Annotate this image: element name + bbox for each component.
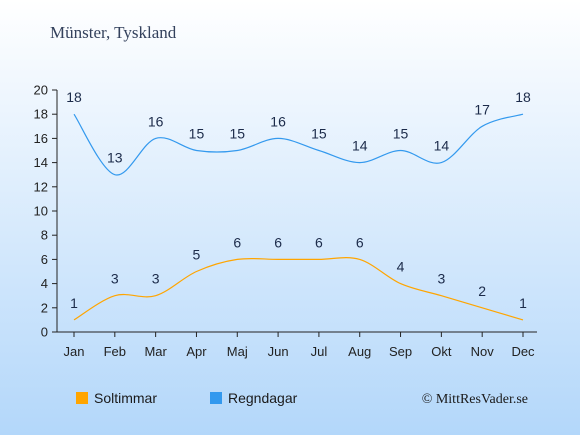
data-label-soltimmar: 1 [519,295,527,311]
chart-title: Münster, Tyskland [50,23,177,42]
x-tick-label: Mar [144,344,167,359]
data-label-regndagar: 15 [189,126,205,142]
y-tick-label: 12 [34,179,48,194]
series-line-soltimmar [73,257,524,321]
data-label-soltimmar: 5 [193,247,201,263]
y-tick-label: 0 [41,325,48,340]
data-label-soltimmar: 6 [356,234,364,250]
x-tick-label: Nov [471,344,495,359]
y-tick-label: 18 [34,107,48,122]
y-tick-label: 20 [34,83,48,98]
data-label-soltimmar: 6 [274,234,282,250]
series-line-regndagar [73,113,524,176]
data-label-soltimmar: 3 [437,271,445,287]
legend-swatch-regndagar [210,392,222,404]
y-tick-label: 4 [41,276,48,291]
data-label-regndagar: 13 [107,150,123,166]
data-label-regndagar: 18 [66,89,82,105]
data-label-soltimmar: 1 [70,295,78,311]
data-label-regndagar: 15 [311,126,327,142]
y-tick-label: 6 [41,252,48,267]
x-tick-label: Jun [268,344,289,359]
data-label-regndagar: 14 [352,138,368,154]
x-tick-label: Maj [227,344,248,359]
x-tick-label: Aug [348,344,371,359]
data-label-regndagar: 14 [434,138,450,154]
y-tick-label: 10 [34,204,48,219]
copyright: © MittResVader.se [422,392,528,407]
legend: Soltimmar Regndagar [76,390,298,406]
x-tick-label: Apr [186,344,207,359]
data-label-regndagar: 15 [229,126,245,142]
x-tick-label: Dec [511,344,535,359]
y-tick-label: 14 [34,155,48,170]
x-tick-label: Jan [64,344,85,359]
data-label-regndagar: 15 [393,126,409,142]
x-tick-label: Jul [311,344,328,359]
y-tick-label: 8 [41,228,48,243]
data-label-soltimmar: 2 [478,283,486,299]
data-label-soltimmar: 3 [111,271,119,287]
legend-label-soltimmar: Soltimmar [94,390,157,406]
data-label-regndagar: 17 [474,101,490,117]
data-label-regndagar: 16 [148,113,164,129]
data-label-soltimmar: 6 [315,234,323,250]
data-label-regndagar: 16 [270,113,286,129]
data-label-regndagar: 18 [515,89,531,105]
legend-label-regndagar: Regndagar [228,390,298,406]
x-tick-label: Sep [389,344,412,359]
series-layer [73,113,524,321]
x-tick-label: Okt [431,344,452,359]
y-tick-label: 16 [34,131,48,146]
data-label-soltimmar: 4 [397,259,405,275]
data-label-soltimmar: 6 [233,234,241,250]
y-tick-label: 2 [41,300,48,315]
data-label-soltimmar: 3 [152,271,160,287]
legend-swatch-soltimmar [76,392,88,404]
x-tick-label: Feb [104,344,126,359]
